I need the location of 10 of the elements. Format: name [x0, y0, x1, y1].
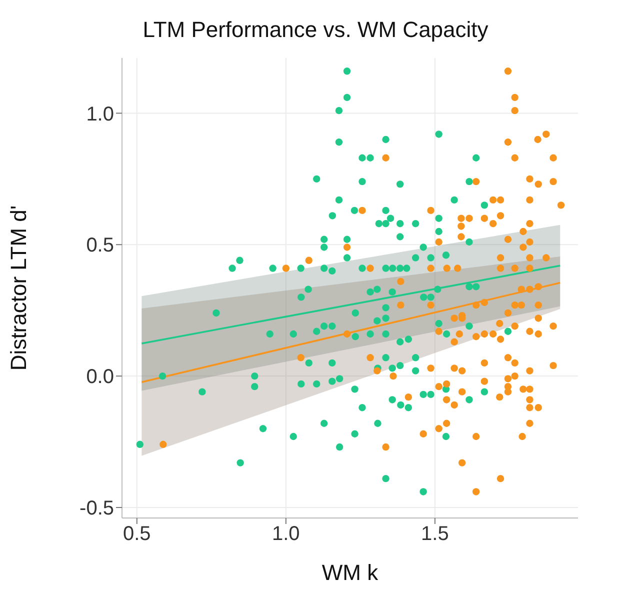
y-axis-title: Distractor LTM d': [6, 205, 31, 371]
chart-title: LTM Performance vs. WM Capacity: [142, 16, 490, 44]
x-tick-label: 1.5: [421, 523, 449, 546]
x-axis-title: WM k: [322, 560, 380, 585]
y-tick-label: 1.0: [86, 103, 114, 126]
x-tick-label: 1.0: [272, 523, 300, 546]
x-tick-label: 0.5: [122, 523, 151, 546]
y-tick-label: 0.5: [86, 234, 114, 257]
y-tick-label: 0.0: [86, 366, 114, 388]
y-tick-label: -0.5: [80, 498, 114, 520]
